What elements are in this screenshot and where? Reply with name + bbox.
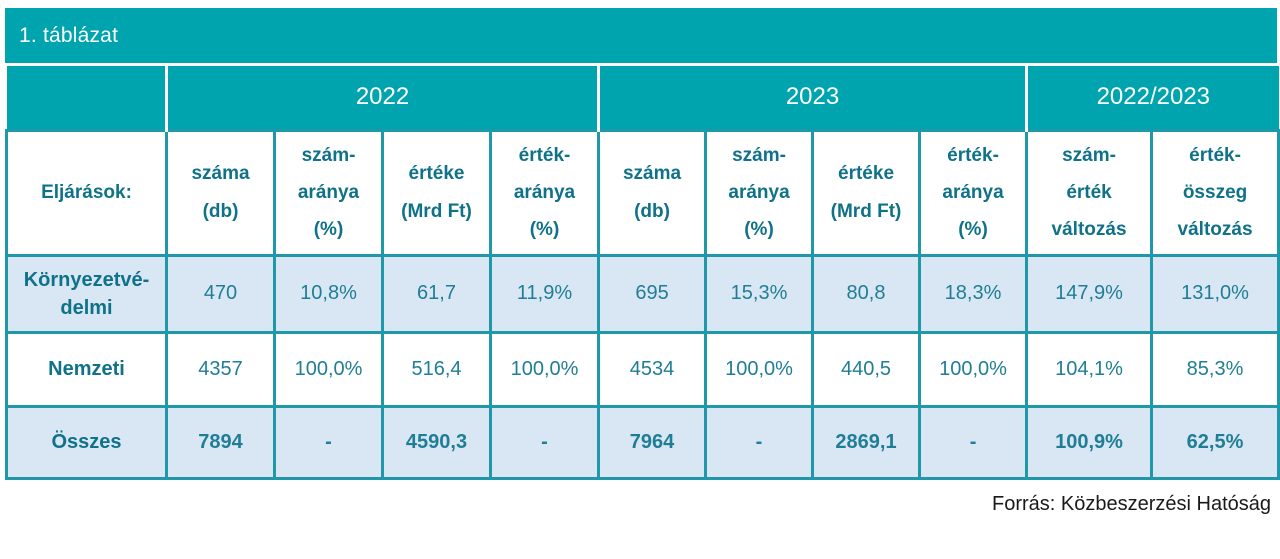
table-title-bar: 1. táblázat [5,8,1277,63]
cell-env-count-2022: 470 [165,253,276,334]
row-label-national: Nemzeti [5,330,168,408]
column-header-count-2023: száma (db) [597,128,708,257]
table-row-national: Nemzeti 4357 100,0% 516,4 100,0% 4534 10… [5,330,1280,408]
cell-env-count-share-2023: 15,3% [704,253,815,334]
cell-nat-value-2022: 516,4 [381,330,492,408]
table-title: 1. táblázat [19,23,119,47]
cell-env-value-share-2022: 11,9% [488,253,601,334]
cell-env-value-change: 131,0% [1150,253,1280,334]
column-header-count-share-2023: szám- aránya (%) [704,128,815,257]
cell-env-value-share-2023: 18,3% [918,253,1029,334]
year-header-2023: 2023 [597,66,1027,130]
year-header-empty [6,66,167,130]
statistics-table: 2022 2023 2022/2023 Eljárások: száma (db… [5,66,1280,480]
column-header-value-2022: értéke (Mrd Ft) [381,128,492,257]
table-row-environmental: Környezetvé- delmi 470 10,8% 61,7 11,9% … [5,253,1280,334]
row-label-total: Összes [5,404,168,480]
cell-nat-count-change: 104,1% [1025,330,1154,408]
cell-total-value-2023: 2869,1 [811,404,922,480]
cell-env-value-2022: 61,7 [381,253,492,334]
column-header-row: Eljárások: száma (db) szám- aránya (%) é… [5,128,1280,257]
year-header-2022: 2022 [164,66,599,130]
cell-total-value-share-2022: - [488,404,601,480]
column-header-value-share-2023: érték- aránya (%) [918,128,1029,257]
cell-total-value-share-2023: - [918,404,1029,480]
column-header-count-2022: száma (db) [165,128,276,257]
year-header-row: 2022 2023 2022/2023 [6,66,1279,130]
cell-env-value-2023: 80,8 [811,253,922,334]
cell-nat-value-share-2023: 100,0% [918,330,1029,408]
cell-total-value-change: 62,5% [1150,404,1280,480]
cell-nat-value-change: 85,3% [1150,330,1280,408]
cell-env-count-change: 147,9% [1025,253,1154,334]
column-header-value-share-2022: érték- aránya (%) [488,128,601,257]
cell-total-count-change: 100,9% [1025,404,1154,480]
cell-nat-count-2023: 4534 [597,330,708,408]
cell-nat-count-2022: 4357 [165,330,276,408]
column-header-count-change: szám- érték változás [1025,128,1154,257]
column-header-procedures: Eljárások: [5,128,168,257]
source-note: Forrás: Közbeszerzési Hatóság [991,492,1271,515]
year-header-ratio: 2022/2023 [1025,66,1279,130]
column-header-value-2023: értéke (Mrd Ft) [811,128,922,257]
column-header-value-change: érték- összeg változás [1150,128,1280,257]
cell-total-value-2022: 4590,3 [381,404,492,480]
cell-nat-count-share-2022: 100,0% [273,330,384,408]
cell-nat-value-share-2022: 100,0% [488,330,601,408]
cell-total-count-2023: 7964 [597,404,708,480]
cell-total-count-2022: 7894 [165,404,276,480]
cell-nat-value-2023: 440,5 [811,330,922,408]
cell-env-count-2023: 695 [597,253,708,334]
cell-nat-count-share-2023: 100,0% [704,330,815,408]
cell-total-count-share-2023: - [704,404,815,480]
row-label-environmental: Környezetvé- delmi [5,253,168,334]
cell-env-count-share-2022: 10,8% [273,253,384,334]
cell-total-count-share-2022: - [273,404,384,480]
table-row-total: Összes 7894 - 4590,3 - 7964 - 2869,1 - 1… [5,404,1280,480]
column-header-count-share-2022: szám- aránya (%) [273,128,384,257]
